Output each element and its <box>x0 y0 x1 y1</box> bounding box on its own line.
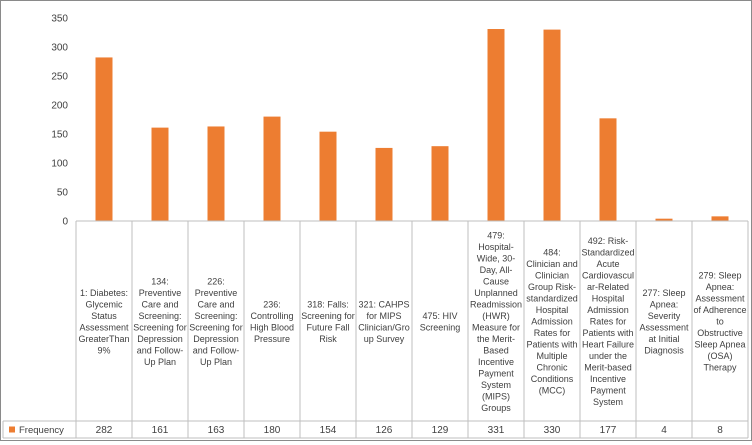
data-label: 4 <box>661 425 667 436</box>
x-tick-label: 321: CAHPS for MIPS Clinician/Gro up Survey <box>358 299 410 344</box>
data-label: 282 <box>96 425 113 436</box>
bar <box>543 29 561 221</box>
bar <box>95 57 113 221</box>
data-label: 180 <box>264 425 281 436</box>
bar <box>599 118 617 221</box>
bar-series-frequency <box>95 29 729 221</box>
legend-label: Frequency <box>19 425 64 436</box>
y-tick-label: 0 <box>62 217 68 228</box>
x-tick-label: 1: Diabetes: Glycemic Status Assessment Grea… <box>78 288 129 356</box>
x-tick-label: 236: Controlling High Blood Pressure <box>250 299 294 344</box>
data-label: 8 <box>717 425 723 436</box>
bar <box>655 218 673 221</box>
bar <box>375 147 393 221</box>
bar <box>431 146 449 221</box>
y-tick-label: 300 <box>51 43 68 54</box>
x-tick-label: 279: Sleep Apnea: Assessment of Adherence to… <box>693 271 746 373</box>
y-tick-label: 350 <box>51 14 68 25</box>
x-tick-label: 475: HIV Screening <box>420 311 461 333</box>
bar <box>711 216 729 221</box>
x-tick-label: 318: Falls: Screening for Future Fall Risk <box>301 299 355 344</box>
data-label: 161 <box>152 425 169 436</box>
y-tick-label: 100 <box>51 159 68 170</box>
data-label: 163 <box>208 425 225 436</box>
data-label: 331 <box>488 425 505 436</box>
y-tick-label: 150 <box>51 130 68 141</box>
x-tick-label: 226: Preventive Care and Screening: Screenin… <box>189 276 243 367</box>
bar <box>151 127 169 221</box>
y-tick-label: 200 <box>51 101 68 112</box>
data-label: 330 <box>544 425 561 436</box>
x-tick-label: 277: Sleep Apnea: Severity Assessment at Ini… <box>639 288 689 356</box>
data-table: 1: Diabetes: Glycemic Status Assessment Grea… <box>2 220 749 439</box>
x-tick-label: 492: Risk-Standardized Acute Cardiovascul a… <box>581 236 634 407</box>
legend-swatch <box>9 426 15 433</box>
data-label: 177 <box>600 425 617 436</box>
y-tick-label: 250 <box>51 72 68 83</box>
bar <box>319 131 337 221</box>
data-label: 129 <box>432 425 449 436</box>
x-tick-label: 484: Clinician and Clinician Group Risk-sta… <box>526 248 578 396</box>
bar <box>263 116 281 221</box>
bar <box>207 126 225 221</box>
y-axis: 0 50 100 150 200 250 300 350 <box>51 14 68 228</box>
bar <box>487 29 505 221</box>
y-tick-label: 50 <box>57 188 69 199</box>
data-label: 154 <box>320 425 337 436</box>
x-tick-label: 134: Preventive Care and Screening: Screenin… <box>133 276 187 367</box>
x-tick-label: 479: Hospital-Wide, 30-Day, All-Cause Unpl… <box>470 230 522 413</box>
data-label: 126 <box>376 425 393 436</box>
